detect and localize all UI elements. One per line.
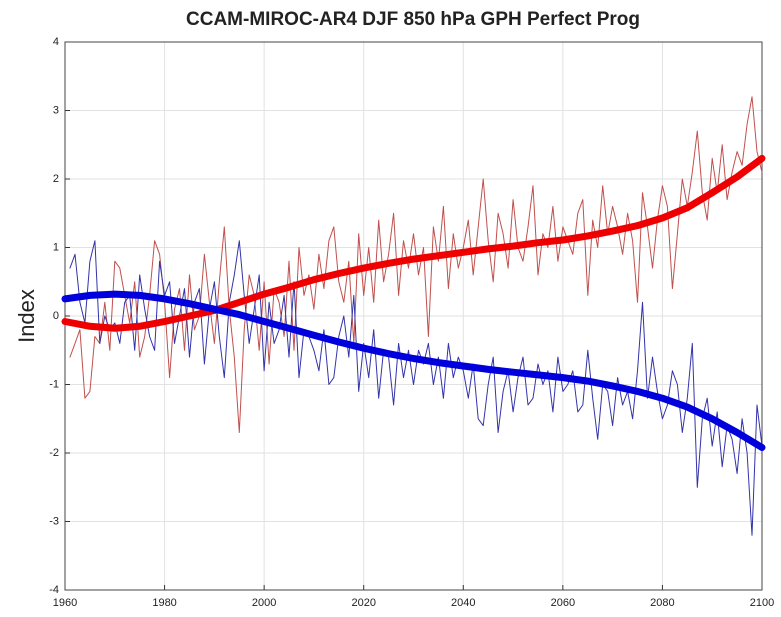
y-tick-label: -1 xyxy=(49,378,59,390)
y-tick-label: 4 xyxy=(53,36,59,48)
x-tick-label: 2100 xyxy=(750,597,774,609)
x-tick-label: 2020 xyxy=(351,597,375,609)
plot-frame xyxy=(64,41,763,591)
x-tick-label: 2000 xyxy=(252,597,276,609)
y-tick-label: 2 xyxy=(53,173,59,185)
series-line xyxy=(61,154,766,332)
x-tick-label: 2060 xyxy=(551,597,575,609)
y-tick-label: 1 xyxy=(53,241,59,253)
y-tick-label: -4 xyxy=(49,584,59,596)
y-tick-label: -2 xyxy=(49,447,59,459)
x-tick-label: 2080 xyxy=(650,597,674,609)
x-tick-label: 2040 xyxy=(451,597,475,609)
series-line xyxy=(61,290,766,451)
y-axis-label: Index xyxy=(14,289,39,343)
y-tick-label: -3 xyxy=(49,515,59,527)
x-tick-label: 1960 xyxy=(53,597,77,609)
x-tick-label: 1980 xyxy=(152,597,176,609)
y-tick-label: 0 xyxy=(53,310,59,322)
chart-title: CCAM-MIROC-AR4 DJF 850 hPa GPH Perfect P… xyxy=(186,9,640,30)
y-tick-label: 3 xyxy=(53,104,59,116)
